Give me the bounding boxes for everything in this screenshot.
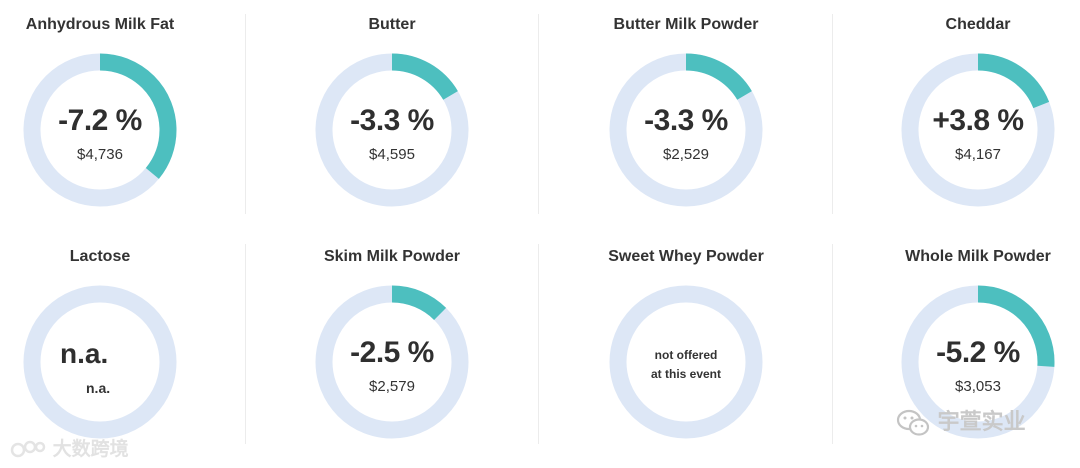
card-title: Whole Milk Powder bbox=[905, 248, 1051, 265]
price-value: $4,595 bbox=[369, 146, 415, 163]
donut-ring bbox=[609, 285, 763, 439]
price-value: $4,167 bbox=[955, 146, 1001, 163]
donut-center: not offered at this event bbox=[608, 284, 764, 440]
donut-track bbox=[23, 285, 177, 439]
watermark-left-text: 大数跨境 bbox=[52, 438, 129, 460]
donut-arc bbox=[315, 285, 469, 439]
price-na: n.a. bbox=[86, 380, 111, 396]
donut-ring bbox=[315, 285, 469, 439]
donut-card-skim-milk-powder: Skim Milk Powder -2.5 % $2,579 bbox=[292, 232, 536, 462]
column-divider bbox=[832, 244, 833, 444]
change-na: n.a. bbox=[60, 338, 109, 369]
price-value: $4,736 bbox=[77, 146, 123, 163]
not-offered-note: not offered at this event bbox=[608, 346, 764, 384]
column-divider bbox=[538, 244, 539, 444]
donut-center: -7.2 % $4,736 bbox=[22, 52, 178, 208]
change-percent: -3.3 % bbox=[644, 104, 728, 137]
donut-card-whole-milk-powder: Whole Milk Powder -5.2 % $3,053 bbox=[878, 232, 1080, 462]
card-title: Butter Milk Powder bbox=[613, 16, 759, 33]
donut-arc bbox=[901, 285, 1055, 439]
donut-center: -3.3 % $2,529 bbox=[608, 52, 764, 208]
donut-card-sweet-whey-powder: Sweet Whey Powder not offered at this ev… bbox=[586, 232, 830, 462]
column-divider bbox=[832, 14, 833, 214]
change-percent: -2.5 % bbox=[350, 336, 434, 369]
donut-arc bbox=[315, 53, 469, 207]
change-percent: -3.3 % bbox=[350, 104, 434, 137]
wechat-icon bbox=[896, 409, 930, 436]
donut-ring bbox=[23, 285, 177, 439]
change-percent: +3.8 % bbox=[932, 104, 1024, 137]
donut-ring bbox=[609, 53, 763, 207]
price-value: $2,579 bbox=[369, 378, 415, 395]
watermark-right: 宇萱实业 bbox=[896, 404, 1026, 438]
donut-card-lactose: Lactose n.a. n.a. bbox=[0, 232, 244, 462]
donut-center: -2.5 % $2,579 bbox=[314, 284, 470, 440]
donut-card-cheddar: Cheddar +3.8 % $4,167 bbox=[878, 0, 1080, 230]
column-divider bbox=[245, 14, 246, 214]
column-divider bbox=[245, 244, 246, 444]
donut-arc bbox=[609, 53, 763, 207]
donut-arc bbox=[23, 53, 177, 207]
donut-ring bbox=[901, 285, 1055, 439]
price-value: $2,529 bbox=[663, 146, 709, 163]
note-line-2: at this event bbox=[650, 367, 722, 381]
card-title: Cheddar bbox=[945, 16, 1011, 33]
donut-card-anhydrous-milk-fat: Anhydrous Milk Fat -7.2 % $4,736 bbox=[0, 0, 244, 230]
change-percent: -5.2 % bbox=[936, 336, 1020, 369]
card-title: Skim Milk Powder bbox=[323, 248, 461, 265]
donut-center: -5.2 % $3,053 bbox=[900, 284, 1056, 440]
price-value: $3,053 bbox=[955, 378, 1001, 395]
donut-ring bbox=[901, 53, 1055, 207]
watermark-logo-icon bbox=[10, 440, 46, 457]
donut-center: +3.8 % $4,167 bbox=[900, 52, 1056, 208]
donut-center: -3.3 % $4,595 bbox=[314, 52, 470, 208]
note-line-1: not offered bbox=[654, 348, 718, 362]
donut-card-butter-milk-powder: Butter Milk Powder -3.3 % $2,529 bbox=[586, 0, 830, 230]
column-divider bbox=[538, 14, 539, 214]
donut-ring bbox=[315, 53, 469, 207]
donut-track bbox=[609, 285, 763, 439]
watermark-right-text: 宇萱实业 bbox=[937, 410, 1026, 435]
card-title: Lactose bbox=[69, 248, 131, 265]
change-percent: -7.2 % bbox=[58, 104, 142, 137]
donut-center: n.a. n.a. bbox=[22, 284, 178, 440]
card-title: Butter bbox=[368, 16, 416, 33]
card-title: Sweet Whey Powder bbox=[608, 248, 764, 265]
donut-arc bbox=[901, 53, 1055, 207]
watermark-left: 大数跨境 bbox=[10, 434, 129, 461]
donut-card-butter: Butter -3.3 % $4,595 bbox=[292, 0, 536, 230]
card-title: Anhydrous Milk Fat bbox=[25, 16, 175, 33]
donut-ring bbox=[23, 53, 177, 207]
